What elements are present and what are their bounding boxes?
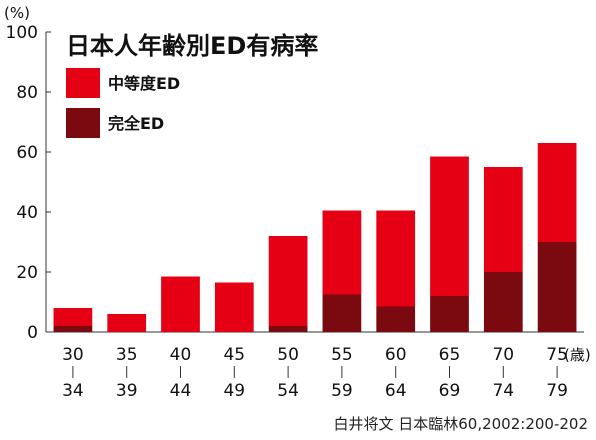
x-tick-label-to: 69 (439, 381, 461, 401)
bar-moderate-ed (483, 167, 523, 272)
bar-moderate-ed (268, 236, 308, 326)
bar-severe-ed (268, 326, 308, 332)
legend-label: 完全ED (108, 114, 164, 133)
bar-severe-ed (483, 272, 523, 332)
x-tick-label-from: 40 (170, 345, 192, 365)
y-tick-label: 20 (16, 263, 38, 283)
x-tick-label-to: 64 (385, 381, 407, 401)
x-tick-label-to: 49 (223, 381, 245, 401)
y-tick-label: 0 (27, 323, 38, 343)
tick-labels: 0 20 40 60 80 100 30 34 35 39 40 44 45 49 50 54 55 59 60 64… (6, 23, 568, 401)
x-tick-label-from: 65 (439, 345, 461, 365)
bar-moderate-ed (430, 156, 469, 296)
y-tick-label: 100 (6, 23, 38, 43)
bar-severe-ed (537, 242, 577, 332)
x-tick-label-to: 79 (546, 381, 568, 401)
x-tick-label-to: 74 (492, 381, 514, 401)
bar-moderate-ed (53, 308, 93, 326)
bar-severe-ed (322, 294, 362, 332)
x-tick-label-to: 54 (277, 381, 299, 401)
bar-severe-ed (53, 326, 93, 332)
x-tick-label-from: 60 (385, 345, 407, 365)
x-tick-label-to: 44 (170, 381, 192, 401)
x-tick-label-from: 35 (116, 345, 138, 365)
x-tick-label-from: 30 (62, 345, 84, 365)
x-tick-label-from: 55 (331, 345, 353, 365)
y-axis-label: (%) (4, 4, 30, 22)
legend-swatch (66, 68, 100, 98)
x-tick-label-from: 70 (492, 345, 514, 365)
legend-swatch (66, 108, 100, 138)
bar-moderate-ed (214, 282, 254, 332)
source-citation: 白井将文 日本臨林60,2002:200-202 (333, 415, 588, 433)
bar-moderate-ed (322, 210, 362, 295)
x-tick-label-to: 59 (331, 381, 353, 401)
bars (53, 143, 577, 332)
x-tick-label-from: 50 (277, 345, 299, 365)
x-tick-label-to: 34 (62, 381, 84, 401)
bar-severe-ed (430, 296, 469, 332)
bar-severe-ed (376, 306, 416, 332)
chart-title: 日本人年齢別ED有病率 (66, 32, 318, 60)
y-tick-label: 40 (16, 203, 38, 223)
x-tick-label-from: 45 (223, 345, 245, 365)
legend-label: 中等度ED (108, 74, 180, 93)
y-tick-label: 80 (16, 83, 38, 103)
x-tick-label-from: 75 (546, 345, 568, 365)
bar-moderate-ed (537, 143, 577, 242)
bar-moderate-ed (376, 210, 416, 307)
x-axis-unit: (歳) (564, 346, 591, 364)
bar-moderate-ed (161, 276, 200, 332)
y-tick-label: 60 (16, 143, 38, 163)
legend: 中等度ED 完全ED (66, 68, 180, 138)
x-tick-label-to: 39 (116, 381, 138, 401)
bar-moderate-ed (107, 314, 147, 332)
